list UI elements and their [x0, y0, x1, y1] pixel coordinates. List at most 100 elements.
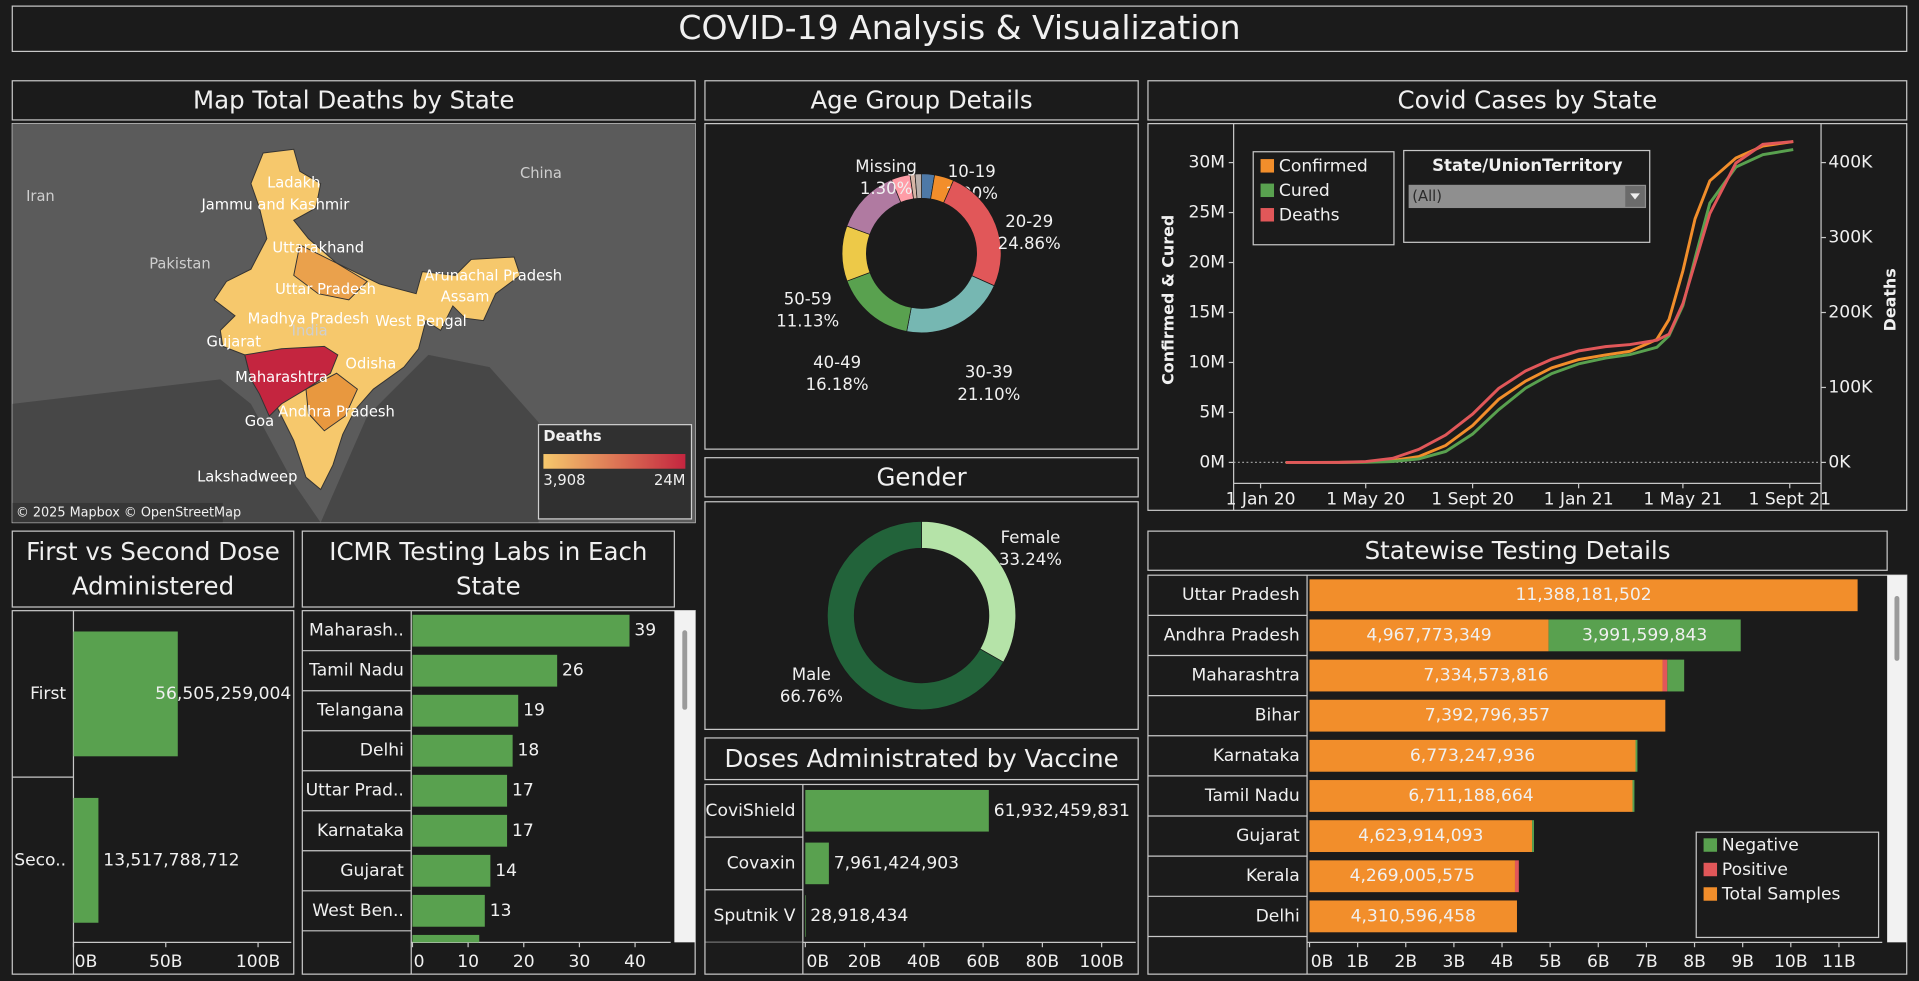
- legend-box: [1252, 151, 1395, 246]
- y-tick-label: 25M: [1188, 203, 1225, 223]
- slice-label: 10-19: [948, 162, 996, 181]
- value-label: 4,623,914,093: [1358, 826, 1483, 846]
- bar: [412, 734, 513, 767]
- filter-title: State/UnionTerritory: [1432, 156, 1623, 175]
- category-label: Tamil Nadu: [308, 661, 404, 681]
- panel-title-box: [1147, 80, 1908, 121]
- legend-box: [1695, 831, 1880, 939]
- category-label: Delhi: [360, 741, 404, 761]
- slice-value: 16.18%: [806, 375, 869, 394]
- filter-box: [1403, 149, 1651, 243]
- x-tick-label: 0B: [75, 952, 98, 972]
- x-tick-label: 0: [414, 952, 425, 972]
- map-label: China: [520, 165, 562, 182]
- map-label: Goa: [245, 413, 274, 430]
- clip-group: CoviShield 61,932,459,831 Covaxin 7,961,424…: [704, 789, 1130, 943]
- slice-label: 20-29: [1005, 212, 1053, 231]
- value-label: 56,505,259,004: [155, 684, 291, 704]
- legend-label: 3,908: [543, 472, 585, 489]
- x-tick-label: 10: [457, 952, 479, 972]
- bar: [412, 894, 485, 927]
- bar: [1635, 739, 1638, 772]
- bar: [1309, 579, 1858, 612]
- x-tick-label: 40: [624, 952, 646, 972]
- value-label: 28,918,434: [810, 906, 908, 926]
- map-label: India: [292, 323, 328, 340]
- bar: [1309, 860, 1515, 893]
- bar: [805, 789, 989, 832]
- map-region: [293, 244, 368, 301]
- dropdown-value[interactable]: (All): [1412, 188, 1442, 205]
- legend-label: Deaths: [1279, 205, 1340, 225]
- dropdown-arrow[interactable]: [1630, 193, 1640, 200]
- map-label: Uttar Pradesh: [275, 281, 376, 298]
- value-label: 61,932,459,831: [994, 801, 1130, 821]
- category-label: Maharashtra: [1192, 666, 1300, 686]
- category-label: Uttar Pradesh: [1182, 585, 1300, 605]
- panel-title: Covid Cases by State: [1398, 86, 1658, 115]
- slice-label: Missing: [855, 157, 917, 176]
- bar: [412, 854, 491, 887]
- y2-tick-label: 300K: [1828, 228, 1873, 248]
- x-tick-label: 20: [513, 952, 535, 972]
- dropdown-field[interactable]: [1408, 184, 1647, 209]
- x-tick-label: 3B: [1443, 952, 1466, 972]
- legend-label: Negative: [1722, 836, 1799, 856]
- scrollbar-thumb[interactable]: [1894, 595, 1900, 661]
- panel-title: Age Group Details: [810, 86, 1032, 115]
- map-label: Lakshadweep: [197, 468, 297, 485]
- y-tick-label: 15M: [1188, 302, 1225, 322]
- x-tick-label: 1 Jan 20: [1226, 489, 1296, 509]
- category-label: Bihar: [1255, 706, 1301, 726]
- value-label: 4,310,596,458: [1351, 906, 1476, 926]
- scrollbar-track: [1887, 575, 1907, 943]
- attribution-bg: [12, 502, 223, 523]
- map-label: Madhya Pradesh: [248, 310, 369, 327]
- bar: [1309, 699, 1666, 732]
- bar: [1667, 659, 1685, 692]
- series-line: [1285, 140, 1794, 464]
- bar: [412, 774, 508, 807]
- bar: [1309, 659, 1663, 692]
- legend-swatch: [1703, 887, 1718, 901]
- slice-value: 24.86%: [998, 234, 1061, 253]
- slice-label: 40-49: [813, 353, 861, 372]
- panel-title: Map Total Deaths by State: [193, 86, 514, 115]
- category-label: Kerala: [1246, 866, 1300, 886]
- title-box: [11, 5, 1908, 53]
- category-label: Andhra Pradesh: [1164, 625, 1300, 645]
- bar: [1548, 619, 1741, 652]
- slice-label: 50-59: [784, 289, 832, 308]
- panel-title: Gender: [876, 463, 967, 492]
- clip-group: First 56,505,259,004 Seco.. 13,517,788,712: [12, 631, 291, 923]
- map-region: [244, 345, 339, 417]
- x-tick-label: 4B: [1491, 952, 1514, 972]
- category-label: CoviShield: [706, 801, 796, 821]
- scrollbar-thumb[interactable]: [682, 630, 688, 710]
- x-tick-label: 11B: [1822, 952, 1856, 972]
- map-label: Pakistan: [149, 255, 210, 272]
- legend-title: Deaths: [543, 428, 601, 445]
- category-label: Seco..: [14, 850, 66, 870]
- x-tick-label: 0B: [807, 952, 830, 972]
- category-label: Gujarat: [1236, 826, 1300, 846]
- y2-axis-title: Deaths: [1880, 268, 1899, 331]
- x-tick-label: 60B: [966, 952, 1000, 972]
- category-label: Sputnik V: [714, 906, 796, 926]
- map-label: Assam: [441, 288, 490, 305]
- bar: [1309, 820, 1533, 853]
- slice-value: 66.76%: [780, 687, 843, 706]
- filter-dropdown[interactable]: (All): [1408, 184, 1647, 209]
- pie-slice: [914, 173, 922, 199]
- value-label: 13: [490, 901, 512, 921]
- category-label: Tamil Nadu: [1204, 786, 1300, 806]
- category-label: Gujarat: [340, 861, 404, 881]
- legend-label: 24M: [654, 472, 685, 489]
- map-label: West Bengal: [375, 313, 467, 330]
- value-label: 6,711,188,664: [1408, 786, 1533, 806]
- bar: [412, 694, 519, 727]
- value-label: 39: [634, 621, 656, 641]
- value-label: 4,967,773,349: [1366, 625, 1491, 645]
- legend-box: [537, 424, 693, 520]
